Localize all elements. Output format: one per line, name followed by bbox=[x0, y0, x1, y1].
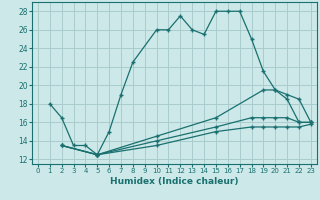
X-axis label: Humidex (Indice chaleur): Humidex (Indice chaleur) bbox=[110, 177, 239, 186]
